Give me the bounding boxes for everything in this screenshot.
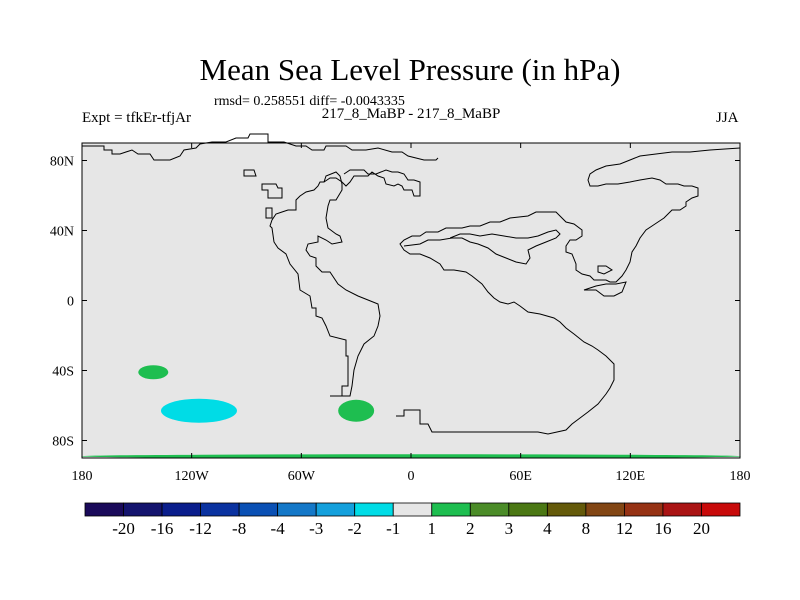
colorbar-label: 12	[616, 519, 633, 538]
x-tick-label: 120W	[175, 469, 210, 484]
anomaly-region	[138, 365, 169, 380]
anomaly-region	[160, 398, 237, 423]
colorbar-label: 4	[543, 519, 552, 538]
colorbar-swatch	[662, 502, 702, 517]
x-axis: 180 120W 60W 0 60E 120E 180	[72, 143, 751, 484]
colorbar-label: -1	[386, 519, 400, 538]
colorbar-swatch	[392, 502, 433, 517]
colorbar-swatch	[315, 502, 356, 517]
colorbar-label: -4	[271, 519, 286, 538]
colorbar-swatch	[431, 502, 471, 517]
anomaly-layer	[81, 365, 741, 459]
y-tick-label: 40N	[50, 225, 74, 240]
season-label: JJA	[716, 110, 739, 126]
y-tick-label: 0	[67, 295, 74, 310]
colorbar-swatch	[701, 502, 741, 517]
colorbar-swatch	[238, 502, 279, 517]
y-tick-label: 80S	[52, 435, 74, 450]
map-panel	[81, 133, 741, 459]
colorbar-label: 8	[582, 519, 591, 538]
stats-text: rmsd= 0.258551 diff= -0.0043335	[214, 94, 405, 109]
coastline-americas	[269, 171, 381, 397]
colorbar-label: 2	[466, 519, 475, 538]
colorbar-label: -8	[232, 519, 246, 538]
colorbar-swatch	[277, 502, 317, 517]
anomaly-region	[338, 399, 375, 422]
x-tick-label: 120E	[616, 469, 646, 484]
y-tick-label: 80N	[50, 155, 74, 170]
colorbar-label: 1	[428, 519, 437, 538]
colorbar-swatch	[546, 502, 587, 517]
experiment-label: Expt = tfkEr-tfjAr	[82, 110, 191, 126]
x-tick-label: 180	[72, 469, 93, 484]
colorbar-swatch	[624, 502, 664, 517]
colorbar: -20 -16 -12 -8 -4 -3 -2 -1 1 2 3 4 8 12 16 20	[84, 502, 741, 538]
coastline-inland-sea	[403, 229, 561, 265]
colorbar-label: 20	[693, 519, 710, 538]
coastline-eurasia-africa	[396, 147, 741, 435]
colorbar-label: 16	[654, 519, 671, 538]
colorbar-swatch	[161, 502, 201, 517]
colorbar-label: -16	[151, 519, 174, 538]
coastlines	[82, 133, 741, 435]
x-tick-label: 0	[408, 469, 415, 484]
colorbar-label: -2	[348, 519, 362, 538]
colorbar-label: -3	[309, 519, 323, 538]
colorbar-swatch	[200, 502, 240, 517]
colorbar-label: -20	[112, 519, 135, 538]
x-tick-label: 180	[730, 469, 751, 484]
x-tick-label: 60E	[509, 469, 532, 484]
y-axis: 80N 40N 0 40S 80S	[50, 155, 740, 450]
colorbar-swatch	[123, 502, 163, 517]
colorbar-swatch	[469, 502, 510, 517]
coastline-americas-east	[323, 169, 421, 197]
colorbar-swatch	[585, 502, 625, 517]
colorbar-swatch	[354, 502, 394, 517]
coastline-east-asia	[583, 265, 627, 297]
colorbar-label: -12	[189, 519, 212, 538]
colorbar-label: 3	[505, 519, 514, 538]
coastline-arctic	[82, 133, 439, 161]
colorbar-swatch	[84, 502, 124, 517]
chart-title: Mean Sea Level Pressure (in hPa)	[199, 52, 621, 87]
y-tick-label: 40S	[52, 365, 74, 380]
period-label: 217_8_MaBP - 217_8_MaBP	[321, 106, 501, 122]
colorbar-swatch	[508, 502, 548, 517]
coastline-canada-islands	[243, 169, 283, 219]
x-tick-label: 60W	[288, 469, 316, 484]
